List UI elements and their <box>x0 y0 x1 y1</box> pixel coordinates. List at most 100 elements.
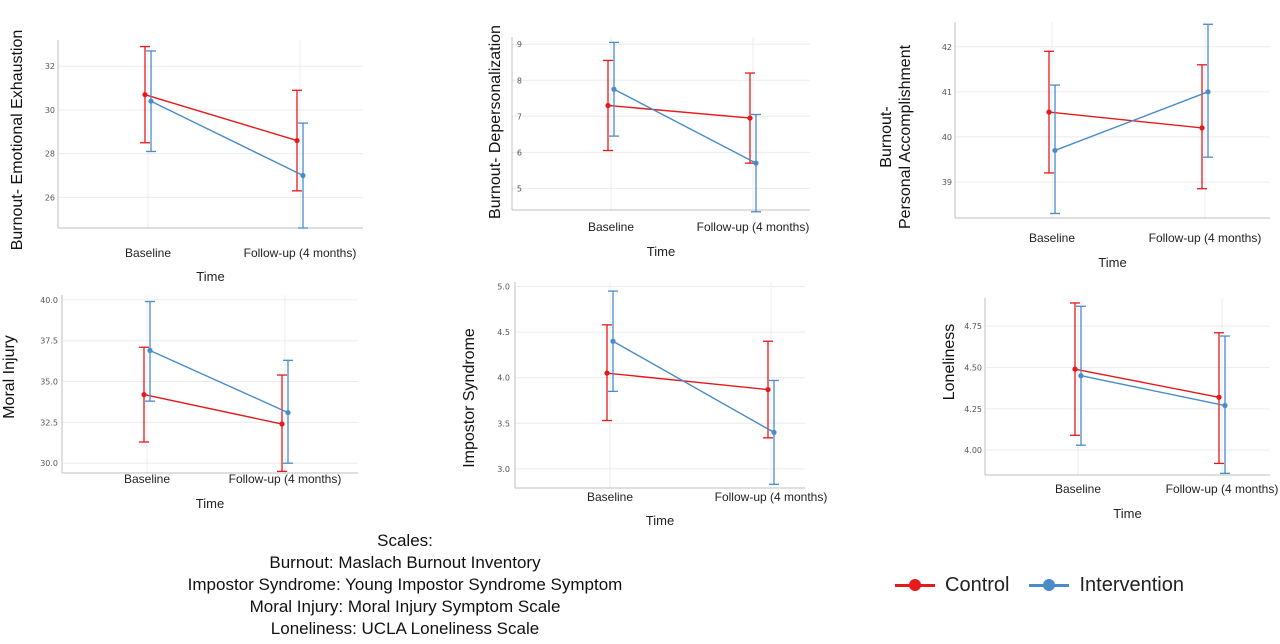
y-tick-label: 4.00 <box>964 446 982 455</box>
chart-panel: 5 6 7 8 9 Baseline Follow-up (4 months) Time Bur… <box>487 25 810 259</box>
series-line-control <box>1074 368 1220 398</box>
footnote-line: Moral Injury: Moral Injury Symptom Scale <box>249 597 561 616</box>
chart-panel: 30.0 32.5 35.0 37.5 40.0 Baseline Follow-up (4… <box>1 295 358 511</box>
data-point <box>753 160 759 166</box>
x-tick-label: Follow-up (4 months) <box>244 246 357 260</box>
data-point <box>747 115 753 121</box>
y-tick-label: 9 <box>517 40 522 49</box>
data-point <box>141 392 147 398</box>
data-point <box>300 172 306 179</box>
legend-label-control: Control <box>945 573 1010 596</box>
data-point <box>279 421 285 427</box>
footnote-line: Loneliness: UCLA Loneliness Scale <box>270 619 540 638</box>
y-axis-title: Loneliness <box>941 324 958 401</box>
data-point <box>765 386 771 393</box>
y-tick-label: 40 <box>942 133 952 142</box>
y-tick-label: 37.5 <box>40 337 58 346</box>
footnote-heading: Scales: <box>377 531 433 550</box>
data-point <box>285 409 291 416</box>
data-point <box>605 102 611 109</box>
y-tick-label: 4.50 <box>964 363 982 372</box>
y-tick-label: 41 <box>942 88 952 97</box>
legend: Control Intervention <box>895 570 1204 600</box>
footnote-line: Burnout: Maslach Burnout Inventory <box>269 553 541 572</box>
legend-item-control: Control <box>895 574 1009 597</box>
y-axis-title: Burnout- Emotional Exhaustion <box>9 30 26 251</box>
y-tick-label: 35.0 <box>40 378 58 387</box>
data-point <box>1078 373 1084 379</box>
data-point <box>1216 394 1222 400</box>
y-tick-label: 4.75 <box>964 322 982 331</box>
x-axis-title: Time <box>647 244 675 259</box>
y-axis-title: Burnout- Depersonalization <box>487 25 504 219</box>
data-point <box>1199 125 1205 131</box>
chart-panel: 39 40 41 42 Baseline Follow-up (4 months) Time… <box>878 22 1270 270</box>
x-tick-label: Baseline <box>587 490 633 504</box>
x-axis-title: Time <box>196 269 224 284</box>
series-line-control <box>607 104 751 119</box>
series-line-intervention <box>150 100 304 177</box>
y-tick-label: 7 <box>517 112 522 121</box>
y-tick-label: 40.0 <box>40 296 58 305</box>
y-tick-label: 30 <box>45 106 55 115</box>
y-tick-label: 4.25 <box>964 405 982 414</box>
data-point <box>1052 147 1058 154</box>
series-line-control <box>606 372 769 391</box>
x-tick-label: Baseline <box>124 472 170 486</box>
data-point <box>294 137 300 144</box>
x-tick-label: Baseline <box>1055 482 1101 496</box>
y-tick-label: 42 <box>942 43 952 52</box>
y-tick-label: 28 <box>45 150 55 159</box>
x-tick-label: Follow-up (4 months) <box>1166 482 1279 496</box>
x-axis-title: Time <box>1098 255 1126 270</box>
chart-panel: 26 28 30 32 Baseline Follow-up (4 months) Time… <box>9 30 363 284</box>
y-tick-label: 39 <box>942 178 952 187</box>
x-axis-title: Time <box>646 513 674 528</box>
x-tick-label: Baseline <box>1029 231 1075 245</box>
y-tick-label: 30.0 <box>40 459 58 468</box>
y-tick-label: 6 <box>517 148 522 157</box>
scales-footnote: Scales: Burnout: Maslach Burnout Invento… <box>130 530 680 640</box>
y-axis-title: Moral Injury <box>1 335 18 419</box>
series-line-control <box>143 393 283 425</box>
legend-item-intervention: Intervention <box>1029 574 1184 597</box>
y-tick-label: 32.5 <box>40 418 58 427</box>
data-point <box>1072 366 1078 372</box>
y-tick-label: 8 <box>517 76 522 85</box>
series-line-intervention <box>612 340 775 434</box>
x-axis-title: Time <box>1113 506 1141 521</box>
y-tick-label: 3.0 <box>497 465 510 474</box>
y-axis-title: Burnout- Personal Accomplishment <box>878 44 914 229</box>
chart-panel: 3.0 3.5 4.0 4.5 5.0 Baseline Follow-up (4 mont… <box>461 282 827 528</box>
series-line-control <box>144 93 298 142</box>
data-point <box>610 338 616 344</box>
x-tick-label: Follow-up (4 months) <box>1149 231 1262 245</box>
x-tick-label: Follow-up (4 months) <box>697 220 810 234</box>
control-line-point-icon <box>895 576 935 594</box>
series-line-intervention <box>613 88 757 164</box>
y-tick-label: 32 <box>45 62 55 71</box>
intervention-line-point-icon <box>1029 576 1070 594</box>
data-point <box>148 98 154 104</box>
y-tick-label: 26 <box>45 193 55 202</box>
data-point <box>611 86 617 92</box>
y-tick-label: 4.0 <box>497 374 510 383</box>
series-line-intervention <box>1080 375 1226 407</box>
y-tick-label: 5.0 <box>497 283 510 292</box>
data-point <box>604 370 610 376</box>
data-point <box>1205 89 1211 95</box>
footnote-line: Impostor Syndrome: Young Impostor Syndro… <box>187 575 623 594</box>
y-axis-title: Impostor Syndrome <box>461 328 478 468</box>
data-point <box>1222 402 1228 409</box>
x-tick-label: Follow-up (4 months) <box>229 472 342 486</box>
x-axis-title: Time <box>196 496 224 511</box>
data-point <box>147 347 153 354</box>
chart-panel: 4.00 4.25 4.50 4.75 Baseline Follow-up (4 mon… <box>941 298 1278 521</box>
legend-label-intervention: Intervention <box>1079 573 1184 596</box>
y-tick-label: 3.5 <box>497 419 510 428</box>
y-tick-label: 5 <box>517 184 522 193</box>
x-tick-label: Baseline <box>588 220 634 234</box>
data-point <box>142 92 148 98</box>
data-point <box>771 429 777 435</box>
